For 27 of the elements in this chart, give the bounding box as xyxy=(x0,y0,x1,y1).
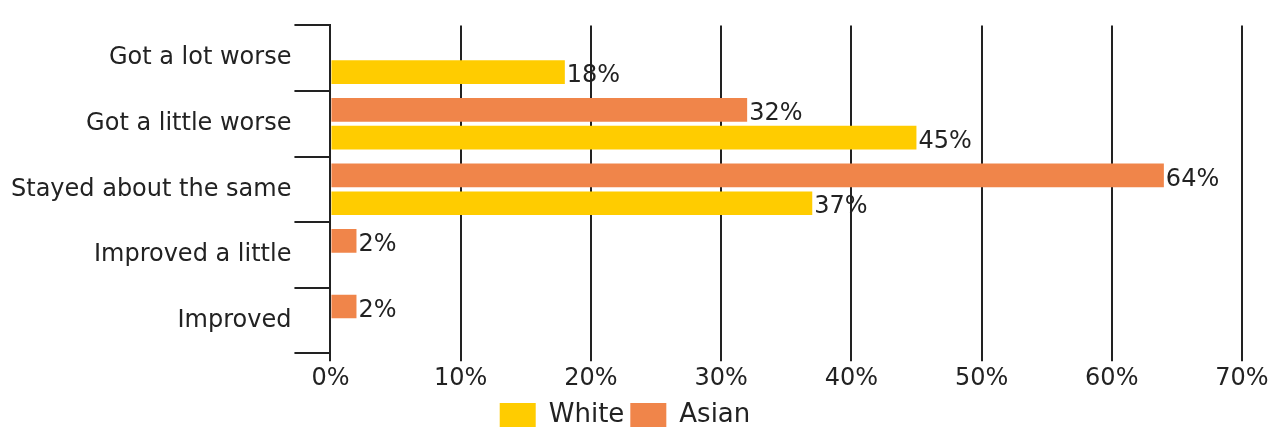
data-label: 45% xyxy=(918,125,972,154)
legend-label: White xyxy=(548,397,625,428)
bar xyxy=(331,125,917,150)
y-tick-label: Stayed about the same xyxy=(10,173,292,202)
y-tick-label: Got a little worse xyxy=(86,107,292,136)
bar xyxy=(331,60,565,84)
bar xyxy=(331,163,1164,188)
x-tick-label: 40% xyxy=(824,362,878,391)
y-tick-label: Improved xyxy=(177,304,292,333)
bar xyxy=(331,97,748,122)
y-tick-label: Improved a little xyxy=(93,239,292,268)
x-tick-label: 0% xyxy=(311,362,350,391)
bar xyxy=(331,294,357,319)
data-label: 2% xyxy=(358,294,397,323)
x-tick-label: 50% xyxy=(954,362,1009,391)
data-label: 2% xyxy=(358,229,397,258)
y-tick-label: Got a lot worse xyxy=(108,42,292,71)
x-tick-label: 70% xyxy=(1215,362,1269,391)
legend-label: Asian xyxy=(679,397,751,428)
x-tick-label: 20% xyxy=(564,362,618,391)
bar xyxy=(331,229,357,253)
x-tick-label: 60% xyxy=(1085,362,1139,391)
data-label: 32% xyxy=(749,98,803,127)
x-tick-label: 30% xyxy=(694,362,748,391)
data-label: 64% xyxy=(1165,163,1220,192)
bar xyxy=(331,191,813,216)
x-tick-label: 10% xyxy=(433,362,488,391)
